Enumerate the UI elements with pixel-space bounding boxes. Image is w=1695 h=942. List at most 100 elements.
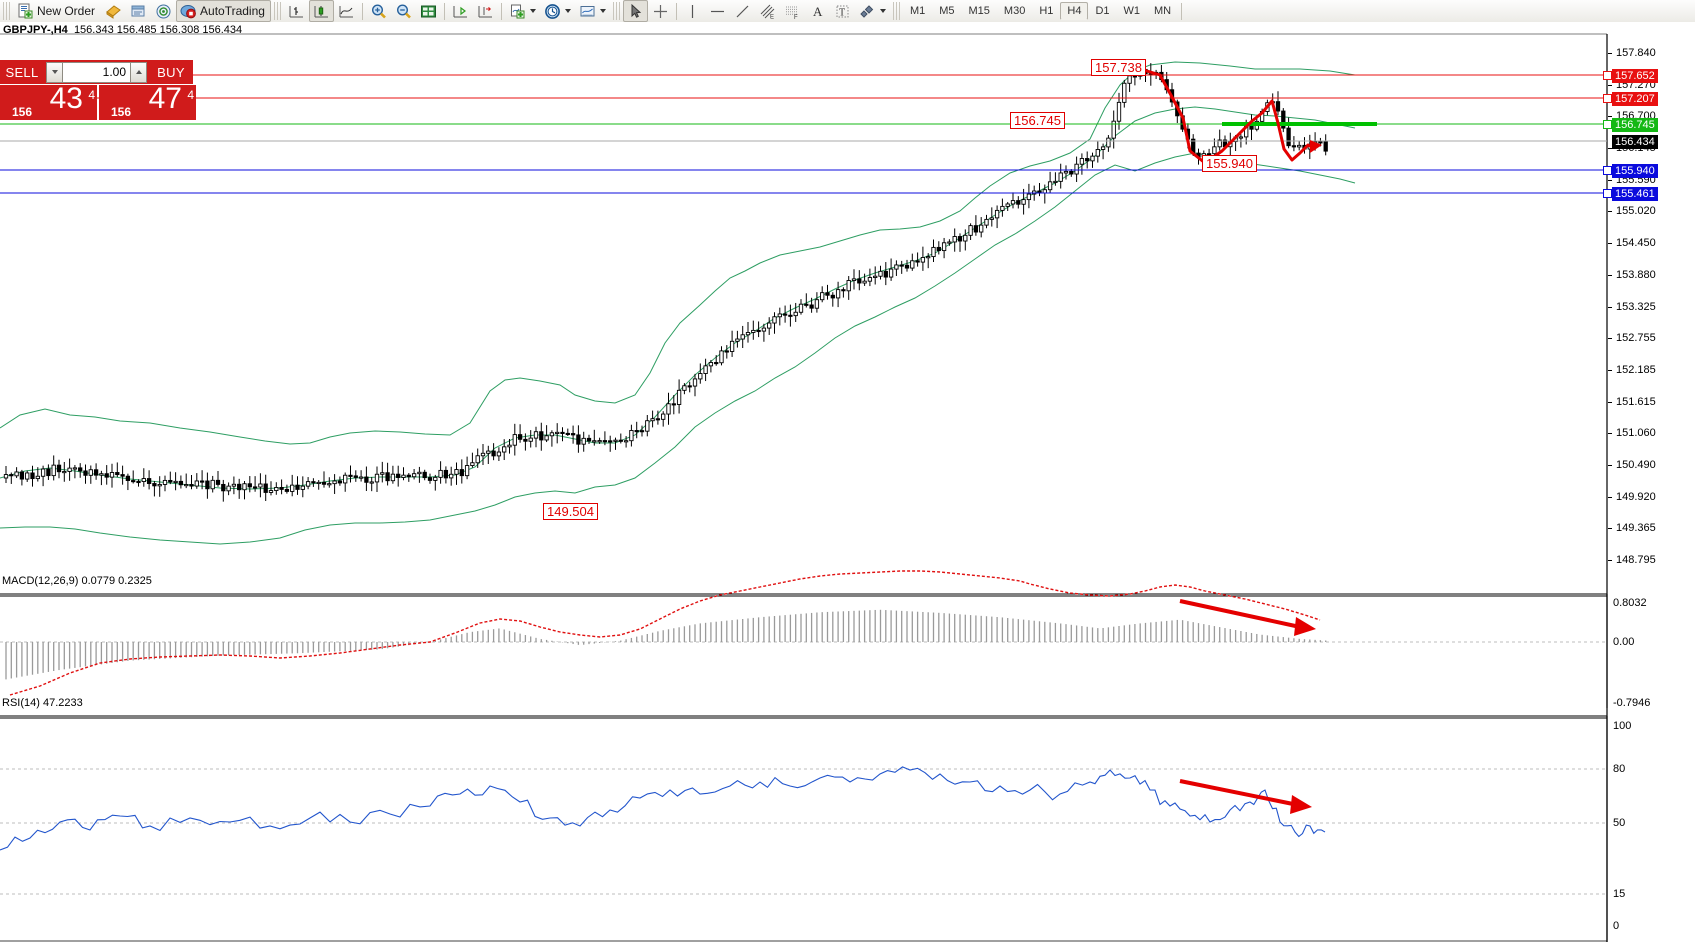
one-click-trading-panel[interactable]: SELL 1.00 BUY 156 43 4 156 47 4 [0, 60, 196, 120]
toolbar-grip-3[interactable] [612, 2, 620, 20]
expert-advisors-button[interactable] [101, 0, 126, 22]
chevron-down-icon[interactable] [564, 9, 571, 13]
timeframe-w1[interactable]: W1 [1123, 5, 1141, 17]
timeframe-h1[interactable]: H1 [1039, 5, 1054, 17]
timeframe-h4[interactable]: H4 [1060, 2, 1089, 20]
timeframe-d1[interactable]: D1 [1095, 5, 1110, 17]
toolbar-grip-1[interactable] [3, 2, 10, 20]
candle-body [221, 483, 226, 492]
candle-body [72, 467, 78, 470]
annotation-155940[interactable]: 155.940 [1202, 155, 1257, 172]
vertical-line-button[interactable] [680, 0, 705, 22]
data-window-button[interactable] [126, 0, 151, 22]
price-tick-157-270: 157.270 [1616, 78, 1656, 91]
candle-body [1074, 163, 1079, 175]
candle-body [634, 430, 639, 433]
new-order-icon [17, 3, 34, 20]
equidistant-channel-button[interactable]: E [755, 0, 780, 22]
timeframe-m30[interactable]: M30 [1003, 5, 1026, 17]
price-tick-152-755: 152.755 [1616, 332, 1656, 345]
oct-top-row: SELL 1.00 BUY [0, 60, 196, 84]
objects-button[interactable] [855, 0, 890, 22]
trendline-button[interactable] [730, 0, 755, 22]
level-handle-156745[interactable] [1603, 120, 1612, 129]
rsi-tick-50: 50 [1613, 817, 1626, 829]
candle-body [46, 468, 51, 477]
candle-body [835, 289, 841, 299]
toolbar-separator-4 [675, 2, 677, 20]
signals-button[interactable] [151, 0, 176, 22]
candle-body [1047, 181, 1053, 191]
candle-body [894, 264, 899, 270]
candle-body [189, 484, 194, 487]
candle-body [14, 471, 19, 477]
cursor-button[interactable] [622, 0, 648, 22]
chart-area[interactable]: GBPJPY-,H4 156.343 156.485 156.308 156.4… [0, 22, 1695, 942]
timeframe-mn[interactable]: MN [1154, 5, 1172, 17]
candle-body [926, 256, 931, 259]
volume-increase-button[interactable] [130, 61, 147, 83]
zoom-out-button[interactable] [391, 0, 416, 22]
bar-chart-button[interactable] [284, 0, 309, 22]
candlestick-chart-button[interactable] [308, 0, 334, 22]
sell-price-display[interactable]: 156 43 4 [0, 82, 97, 120]
period-button[interactable] [540, 0, 575, 22]
annotation-157738[interactable]: 157.738 [1091, 59, 1146, 76]
line-chart-button[interactable] [334, 0, 359, 22]
volume-decrease-button[interactable] [46, 61, 63, 83]
price-tag-156745[interactable]: 156.745 [1612, 118, 1658, 132]
candle-body [555, 431, 560, 434]
toolbar-grip-4[interactable] [892, 2, 900, 20]
text-button[interactable]: A [805, 0, 830, 22]
price-tag-156434[interactable]: 156.434 [1612, 135, 1658, 149]
candle-body [491, 450, 496, 457]
buy-button[interactable]: BUY [149, 60, 193, 84]
level-handle-157207[interactable] [1603, 94, 1612, 103]
new-order-button[interactable]: New Order [13, 0, 101, 22]
data-window-icon [130, 3, 147, 20]
zoom-in-button[interactable] [366, 0, 391, 22]
chevron-down-icon[interactable] [599, 9, 606, 13]
text-label-button[interactable]: T [830, 0, 855, 22]
templates-button[interactable] [575, 0, 610, 22]
indicators-button[interactable] [505, 0, 540, 22]
chevron-down-icon[interactable] [879, 9, 886, 13]
fibonacci-button[interactable]: F [780, 0, 805, 22]
candle-body [486, 450, 491, 454]
level-handle-157652[interactable] [1603, 71, 1612, 80]
timeframe-m5[interactable]: M5 [939, 5, 955, 17]
price-tag-155461[interactable]: 155.461 [1612, 187, 1658, 201]
price-tick-mark [1608, 560, 1612, 561]
chevron-down-icon[interactable] [529, 9, 536, 13]
buy-price-display[interactable]: 156 47 4 [99, 82, 196, 120]
candle-body [316, 481, 321, 485]
sell-button[interactable]: SELL [0, 60, 44, 84]
candle-body [814, 299, 820, 309]
price-tag-157207[interactable]: 157.207 [1612, 92, 1658, 106]
price-tag-155940[interactable]: 155.940 [1612, 164, 1658, 178]
price-tick-155-590: 155.590 [1616, 173, 1656, 186]
candle-body [496, 451, 502, 457]
timeframe-m15[interactable]: M15 [968, 5, 990, 17]
horizontal-line-button[interactable] [705, 0, 730, 22]
candle-body [427, 477, 433, 481]
candle-body [671, 403, 676, 406]
volume-input[interactable]: 1.00 [63, 61, 130, 83]
level-handle-155940[interactable] [1603, 166, 1612, 175]
chart-shift-button[interactable] [448, 0, 473, 22]
annotation-156745[interactable]: 156.745 [1010, 112, 1065, 129]
timeframe-m1[interactable]: M1 [909, 5, 926, 17]
crosshair-button[interactable] [648, 0, 673, 22]
candle-body [40, 468, 46, 477]
level-handle-155461[interactable] [1603, 189, 1612, 198]
autotrading-button[interactable]: AutoTrading [176, 0, 271, 22]
price-tag-157652[interactable]: 157.652 [1612, 69, 1658, 83]
auto-scroll-button[interactable] [473, 0, 498, 22]
text-icon: A [809, 3, 826, 20]
volume-stepper[interactable]: 1.00 [44, 60, 149, 84]
toolbar-grip-2[interactable] [273, 2, 281, 20]
terminal-button[interactable] [416, 0, 441, 22]
candle-body [936, 246, 941, 252]
candle-body [353, 475, 358, 478]
annotation-149504[interactable]: 149.504 [543, 503, 598, 520]
